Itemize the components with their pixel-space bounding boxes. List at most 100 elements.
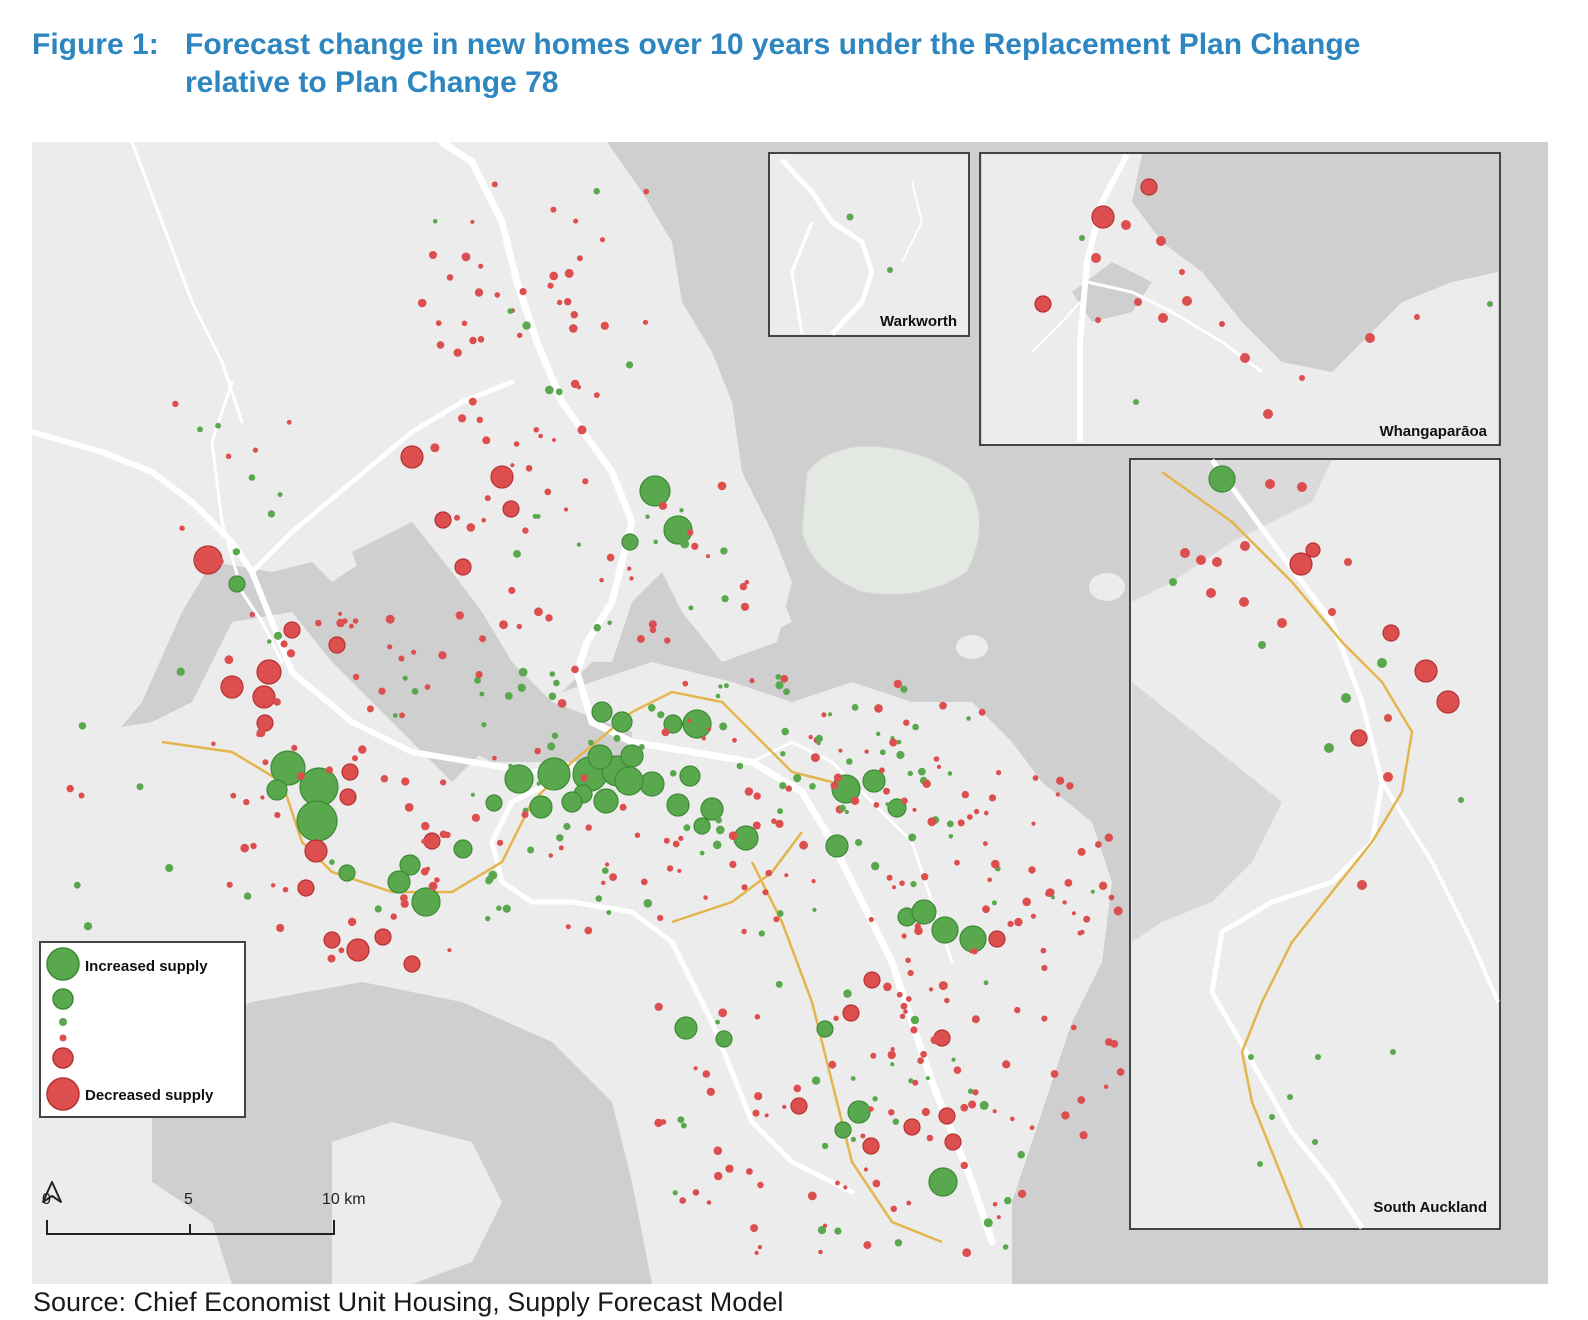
- increased-supply-bubble: [338, 864, 356, 882]
- decreased-supply-bubble: [225, 453, 232, 460]
- decreased-supply-bubble: [691, 542, 699, 550]
- decreased-supply-bubble: [953, 1066, 962, 1074]
- decreased-supply-bubble: [491, 181, 498, 188]
- decreased-supply-bubble: [905, 996, 912, 1002]
- decreased-supply-bubble: [469, 336, 477, 345]
- increased-supply-bubble: [548, 781, 557, 791]
- increased-supply-bubble: [783, 688, 790, 696]
- decreased-supply-bubble: [508, 586, 516, 595]
- decreased-supply-bubble: [992, 1109, 997, 1114]
- decreased-supply-bubble: [921, 1107, 931, 1117]
- increased-supply-bubble: [553, 679, 560, 687]
- decreased-supply-bubble: [577, 425, 587, 435]
- decreased-supply-bubble: [1297, 482, 1307, 492]
- decreased-supply-bubble: [517, 332, 523, 338]
- decreased-supply-bubble: [179, 525, 185, 531]
- decreased-supply-bubble: [1070, 1024, 1077, 1031]
- decreased-supply-bubble: [358, 745, 367, 754]
- decreased-supply-bubble: [1414, 659, 1438, 683]
- legend-small-decrease-icon: [59, 1034, 67, 1042]
- decreased-supply-bubble: [843, 1185, 848, 1190]
- increased-supply-bubble: [485, 915, 491, 922]
- decreased-supply-bubble: [944, 997, 950, 1004]
- increased-supply-bubble: [278, 771, 287, 780]
- decreased-supply-bubble: [1196, 555, 1206, 565]
- decreased-supply-bubble: [534, 747, 541, 755]
- decreased-supply-bubble: [790, 1097, 808, 1115]
- increased-supply-bubble: [1051, 895, 1055, 900]
- increased-supply-bubble: [329, 859, 335, 865]
- decreased-supply-bubble: [482, 436, 491, 445]
- decreased-supply-bubble: [799, 840, 808, 850]
- decreased-supply-bubble: [476, 416, 483, 423]
- increased-supply-bubble: [896, 739, 902, 745]
- decreased-supply-bubble: [811, 879, 816, 884]
- decreased-supply-bubble: [1028, 866, 1036, 874]
- decreased-supply-bubble: [749, 678, 755, 684]
- decreased-supply-bubble: [400, 899, 409, 908]
- increased-supply-bubble: [277, 492, 283, 498]
- decreased-supply-bubble: [890, 1205, 897, 1213]
- decreased-supply-bubble: [706, 1200, 712, 1205]
- increased-supply-bubble: [576, 542, 582, 547]
- increased-supply-bubble: [621, 533, 639, 551]
- increased-supply-bubble: [775, 681, 784, 690]
- decreased-supply-bubble: [444, 831, 451, 839]
- decreased-supply-bubble: [582, 478, 589, 485]
- increased-supply-bubble: [723, 683, 729, 689]
- increased-supply-bubble: [683, 824, 691, 832]
- decreased-supply-bubble: [513, 441, 520, 447]
- legend-large-decrease-icon: [46, 1077, 80, 1111]
- increased-supply-bubble: [928, 1167, 958, 1197]
- decreased-supply-bubble: [1041, 1015, 1048, 1022]
- decreased-supply-bubble: [434, 511, 452, 529]
- increased-supply-bubble: [679, 508, 684, 513]
- decreased-supply-bubble: [1182, 296, 1192, 306]
- decreased-supply-bubble: [687, 529, 694, 536]
- decreased-supply-bubble: [78, 792, 85, 799]
- increased-supply-bubble: [639, 771, 665, 797]
- increased-supply-bubble: [527, 846, 535, 854]
- increased-supply-bubble: [776, 910, 784, 917]
- increased-supply-bubble: [672, 1190, 678, 1196]
- decreased-supply-bubble: [1299, 375, 1305, 381]
- increased-supply-bubble: [392, 713, 398, 718]
- decreased-supply-bubble: [420, 867, 429, 876]
- decreased-supply-bubble: [679, 1197, 686, 1204]
- decreased-supply-bubble: [757, 1245, 763, 1250]
- decreased-supply-bubble: [220, 675, 244, 699]
- increased-supply-bubble: [1208, 465, 1236, 493]
- increased-supply-bubble: [73, 881, 81, 889]
- decreased-supply-bubble: [924, 780, 930, 786]
- decreased-supply-bubble: [988, 930, 1006, 948]
- decreased-supply-bubble: [968, 1100, 977, 1109]
- increased-supply-bubble: [908, 833, 917, 842]
- increased-supply-bubble: [136, 783, 144, 791]
- increased-supply-bubble: [593, 788, 619, 814]
- increased-supply-bubble: [588, 739, 594, 746]
- increased-supply-bubble: [504, 692, 513, 700]
- decreased-supply-bubble: [1095, 841, 1102, 848]
- increased-supply-bubble: [931, 916, 959, 944]
- decreased-supply-bubble: [969, 949, 974, 954]
- decreased-supply-bubble: [654, 1002, 663, 1012]
- decreased-supply-bubble: [728, 831, 738, 840]
- decreased-supply-bubble: [903, 1009, 908, 1014]
- increased-supply-bubble: [653, 539, 658, 545]
- increased-supply-bubble: [900, 685, 908, 693]
- increased-supply-bubble: [602, 867, 609, 874]
- decreased-supply-bubble: [1382, 624, 1400, 642]
- decreased-supply-bubble: [458, 414, 467, 423]
- decreased-supply-bubble: [534, 607, 543, 617]
- decreased-supply-bubble: [954, 859, 960, 866]
- decreased-supply-bubble: [914, 923, 921, 930]
- decreased-supply-bubble: [1077, 847, 1086, 856]
- increased-supply-bubble: [674, 1016, 698, 1040]
- decreased-supply-bubble: [454, 558, 472, 576]
- increased-supply-bubble: [1287, 1094, 1293, 1100]
- increased-supply-bubble: [871, 861, 880, 871]
- increased-supply-bubble: [834, 1121, 852, 1139]
- decreased-supply-bubble: [341, 763, 359, 781]
- decreased-supply-bubble: [273, 698, 281, 706]
- decreased-supply-bubble: [421, 821, 430, 831]
